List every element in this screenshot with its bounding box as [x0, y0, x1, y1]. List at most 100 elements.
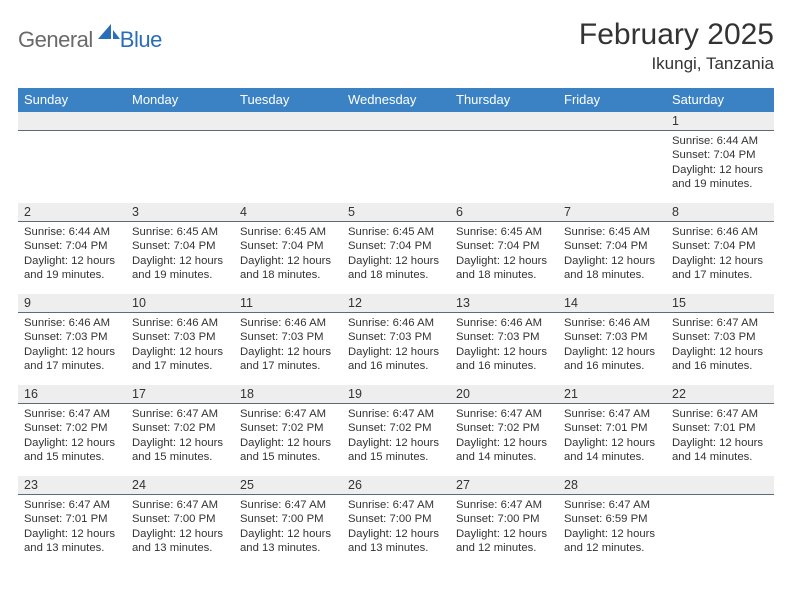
day-number: 5 — [342, 203, 450, 221]
sunrise-line: Sunrise: 6:47 AM — [672, 407, 768, 421]
day-cell: Sunrise: 6:45 AMSunset: 7:04 PMDaylight:… — [558, 222, 666, 294]
day-number — [450, 112, 558, 130]
sunset-line: Sunset: 7:04 PM — [24, 239, 120, 253]
day-number — [234, 112, 342, 130]
day-number — [126, 112, 234, 130]
sunset-line: Sunset: 7:00 PM — [348, 512, 444, 526]
sunrise-line: Sunrise: 6:47 AM — [564, 498, 660, 512]
logo-text-general: General — [18, 27, 93, 53]
day-cell: Sunrise: 6:45 AMSunset: 7:04 PMDaylight:… — [450, 222, 558, 294]
day-cell: Sunrise: 6:47 AMSunset: 7:02 PMDaylight:… — [234, 404, 342, 476]
daylight-line: Daylight: 12 hours and 16 minutes. — [564, 345, 660, 374]
day-cell — [342, 131, 450, 203]
week-details-row: Sunrise: 6:44 AMSunset: 7:04 PMDaylight:… — [18, 131, 774, 203]
daylight-line: Daylight: 12 hours and 13 minutes. — [132, 527, 228, 556]
daylight-line: Daylight: 12 hours and 15 minutes. — [24, 436, 120, 465]
daylight-line: Daylight: 12 hours and 13 minutes. — [348, 527, 444, 556]
day-cell: Sunrise: 6:44 AMSunset: 7:04 PMDaylight:… — [18, 222, 126, 294]
daylight-line: Daylight: 12 hours and 17 minutes. — [672, 254, 768, 283]
sunset-line: Sunset: 7:04 PM — [564, 239, 660, 253]
daylight-line: Daylight: 12 hours and 15 minutes. — [132, 436, 228, 465]
daylight-line: Daylight: 12 hours and 14 minutes. — [672, 436, 768, 465]
day-number: 13 — [450, 294, 558, 312]
week-details-row: Sunrise: 6:47 AMSunset: 7:01 PMDaylight:… — [18, 495, 774, 567]
day-cell: Sunrise: 6:47 AMSunset: 7:01 PMDaylight:… — [666, 404, 774, 476]
day-cell: Sunrise: 6:44 AMSunset: 7:04 PMDaylight:… — [666, 131, 774, 203]
day-cell: Sunrise: 6:47 AMSunset: 7:01 PMDaylight:… — [558, 404, 666, 476]
day-number — [18, 112, 126, 130]
sunset-line: Sunset: 7:02 PM — [24, 421, 120, 435]
daylight-line: Daylight: 12 hours and 15 minutes. — [348, 436, 444, 465]
sunrise-line: Sunrise: 6:46 AM — [672, 225, 768, 239]
day-cell: Sunrise: 6:47 AMSunset: 7:00 PMDaylight:… — [450, 495, 558, 567]
daylight-line: Daylight: 12 hours and 18 minutes. — [564, 254, 660, 283]
sunrise-line: Sunrise: 6:47 AM — [132, 407, 228, 421]
sunrise-line: Sunrise: 6:45 AM — [456, 225, 552, 239]
sunrise-line: Sunrise: 6:46 AM — [240, 316, 336, 330]
day-number — [342, 112, 450, 130]
weekday-header: Thursday — [450, 88, 558, 112]
daylight-line: Daylight: 12 hours and 17 minutes. — [240, 345, 336, 374]
day-cell: Sunrise: 6:47 AMSunset: 7:00 PMDaylight:… — [342, 495, 450, 567]
sunset-line: Sunset: 7:00 PM — [240, 512, 336, 526]
sunset-line: Sunset: 7:02 PM — [132, 421, 228, 435]
week-details-row: Sunrise: 6:44 AMSunset: 7:04 PMDaylight:… — [18, 222, 774, 294]
sunrise-line: Sunrise: 6:46 AM — [456, 316, 552, 330]
day-cell — [558, 131, 666, 203]
day-number: 9 — [18, 294, 126, 312]
day-cell — [18, 131, 126, 203]
day-number: 6 — [450, 203, 558, 221]
daylight-line: Daylight: 12 hours and 19 minutes. — [24, 254, 120, 283]
day-number: 4 — [234, 203, 342, 221]
daylight-line: Daylight: 12 hours and 12 minutes. — [456, 527, 552, 556]
day-cell: Sunrise: 6:45 AMSunset: 7:04 PMDaylight:… — [234, 222, 342, 294]
daylight-line: Daylight: 12 hours and 12 minutes. — [564, 527, 660, 556]
sunrise-line: Sunrise: 6:47 AM — [24, 498, 120, 512]
daylight-line: Daylight: 12 hours and 19 minutes. — [672, 163, 768, 192]
day-number: 15 — [666, 294, 774, 312]
day-number: 27 — [450, 476, 558, 494]
weekday-header: Saturday — [666, 88, 774, 112]
day-cell: Sunrise: 6:47 AMSunset: 7:02 PMDaylight:… — [126, 404, 234, 476]
weekday-header: Tuesday — [234, 88, 342, 112]
week-daynum-row: 2345678 — [18, 203, 774, 222]
day-cell — [450, 131, 558, 203]
day-number: 20 — [450, 385, 558, 403]
sunset-line: Sunset: 7:02 PM — [348, 421, 444, 435]
day-number: 14 — [558, 294, 666, 312]
sunset-line: Sunset: 7:03 PM — [24, 330, 120, 344]
weekday-header: Sunday — [18, 88, 126, 112]
day-number: 19 — [342, 385, 450, 403]
day-cell: Sunrise: 6:45 AMSunset: 7:04 PMDaylight:… — [342, 222, 450, 294]
daylight-line: Daylight: 12 hours and 17 minutes. — [132, 345, 228, 374]
sunset-line: Sunset: 7:03 PM — [672, 330, 768, 344]
sunrise-line: Sunrise: 6:45 AM — [348, 225, 444, 239]
day-number: 21 — [558, 385, 666, 403]
day-number: 24 — [126, 476, 234, 494]
day-cell — [666, 495, 774, 567]
day-cell: Sunrise: 6:47 AMSunset: 7:02 PMDaylight:… — [342, 404, 450, 476]
daylight-line: Daylight: 12 hours and 14 minutes. — [456, 436, 552, 465]
sunrise-line: Sunrise: 6:47 AM — [456, 498, 552, 512]
week-daynum-row: 1 — [18, 112, 774, 131]
sunset-line: Sunset: 7:02 PM — [240, 421, 336, 435]
calendar-page: General Blue February 2025 Ikungi, Tanza… — [0, 0, 792, 567]
weeks-container: 1Sunrise: 6:44 AMSunset: 7:04 PMDaylight… — [18, 112, 774, 567]
sunset-line: Sunset: 7:04 PM — [132, 239, 228, 253]
daylight-line: Daylight: 12 hours and 18 minutes. — [348, 254, 444, 283]
day-cell: Sunrise: 6:46 AMSunset: 7:03 PMDaylight:… — [126, 313, 234, 385]
day-number — [666, 476, 774, 494]
day-number: 10 — [126, 294, 234, 312]
day-number: 22 — [666, 385, 774, 403]
day-cell: Sunrise: 6:46 AMSunset: 7:03 PMDaylight:… — [450, 313, 558, 385]
daylight-line: Daylight: 12 hours and 16 minutes. — [672, 345, 768, 374]
sunrise-line: Sunrise: 6:46 AM — [132, 316, 228, 330]
daylight-line: Daylight: 12 hours and 13 minutes. — [240, 527, 336, 556]
daylight-line: Daylight: 12 hours and 16 minutes. — [456, 345, 552, 374]
sunset-line: Sunset: 7:00 PM — [132, 512, 228, 526]
logo-text-blue: Blue — [120, 27, 162, 53]
sunset-line: Sunset: 7:01 PM — [672, 421, 768, 435]
day-number: 11 — [234, 294, 342, 312]
daylight-line: Daylight: 12 hours and 13 minutes. — [24, 527, 120, 556]
daylight-line: Daylight: 12 hours and 16 minutes. — [348, 345, 444, 374]
